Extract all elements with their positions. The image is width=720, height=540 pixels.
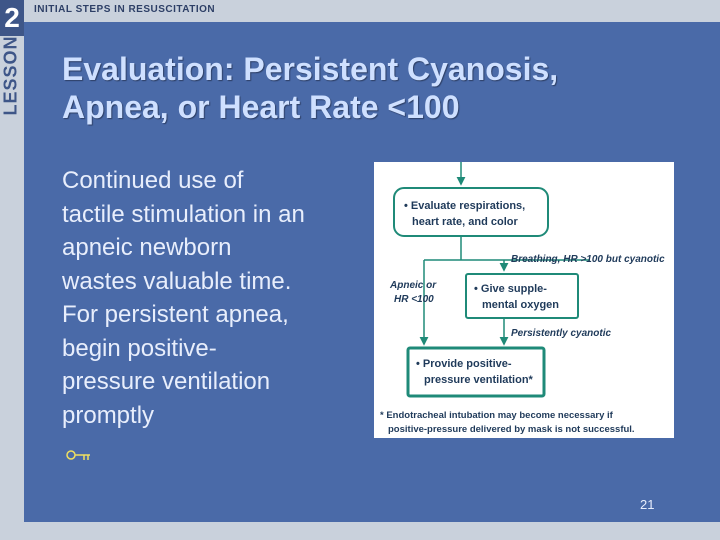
- body-line: begin positive-: [62, 334, 217, 362]
- footnote-2: positive-pressure delivered by mask is n…: [388, 424, 635, 435]
- page-number: 21: [640, 497, 655, 512]
- body-text: Continued use of tactile stimulation in …: [62, 164, 362, 432]
- ventilation-text-2: pressure ventilation*: [424, 374, 534, 386]
- body-line: tactile stimulation in an: [62, 200, 305, 228]
- body-line: wastes valuable time.: [62, 267, 292, 295]
- lesson-label: LESSON: [0, 35, 21, 116]
- section-title: INITIAL STEPS IN RESUSCITATION: [34, 4, 216, 15]
- body-line: apneic newborn: [62, 234, 232, 261]
- oxygen-text-1: • Give supple-: [474, 283, 547, 295]
- body-line: pressure ventilation: [62, 368, 271, 395]
- ventilation-box: [406, 346, 546, 398]
- title-line-1: Evaluation: Persistent Cyanosis,: [62, 51, 559, 87]
- label-apneic-2: HR <100: [394, 294, 434, 305]
- evaluate-text-1: • Evaluate respirations,: [404, 200, 525, 212]
- key-icon: [66, 450, 90, 460]
- body-line: For persistent apnea,: [62, 301, 289, 328]
- oxygen-box: [465, 273, 579, 319]
- header-bar: INITIAL STEPS IN RESUSCITATION: [0, 0, 720, 22]
- ventilation-text-1: • Provide positive-: [416, 358, 512, 370]
- evaluate-text-2: heart rate, and color: [412, 216, 518, 228]
- label-persistent: Persistently cyanotic: [511, 328, 611, 339]
- oxygen-text-2: mental oxygen: [482, 299, 559, 311]
- body-line: promptly: [62, 401, 155, 429]
- lesson-sidebar: 2 LESSON: [0, 0, 24, 540]
- footnote-1: * Endotracheal intubation may become nec…: [380, 410, 614, 421]
- title-line-2: Apnea, or Heart Rate <100: [62, 89, 460, 125]
- slide-title: Evaluation: Persistent Cyanosis, Apnea, …: [62, 50, 702, 126]
- label-apneic-1: Apneic or: [389, 280, 437, 291]
- footer-bar: [0, 522, 720, 540]
- flowchart: • Evaluate respirations, heart rate, and…: [374, 162, 674, 438]
- evaluate-box: [393, 187, 549, 237]
- lesson-number: 2: [0, 0, 24, 36]
- label-breathing: Breathing, HR >100 but cyanotic: [511, 254, 665, 265]
- body-line: Continued use of: [62, 167, 244, 194]
